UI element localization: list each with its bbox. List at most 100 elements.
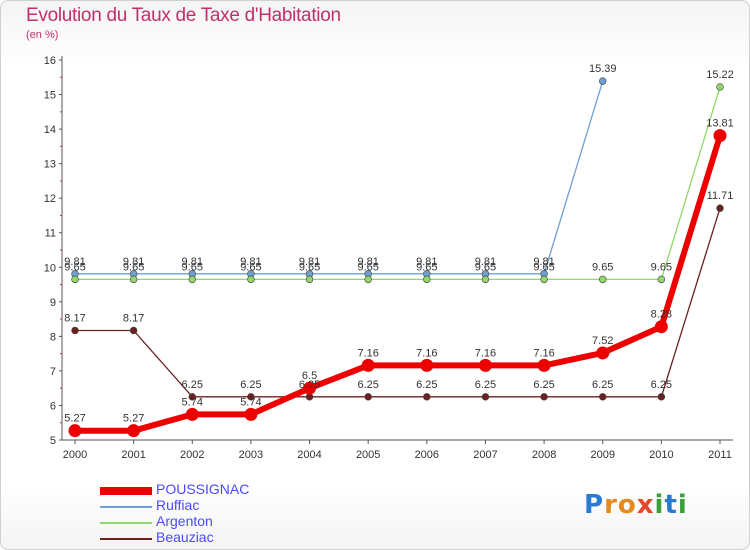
logo-letter: x — [636, 490, 655, 520]
x-tick-label: 2010 — [649, 449, 673, 461]
data-label: 9.65 — [299, 261, 320, 273]
data-label: 9.65 — [64, 261, 85, 273]
data-label: 9.65 — [651, 261, 672, 273]
data-label: 15.22 — [706, 69, 734, 81]
x-tick-label: 2003 — [239, 449, 263, 461]
data-point — [540, 275, 548, 284]
legend-swatch — [100, 522, 152, 524]
data-label: 6.25 — [475, 379, 496, 391]
data-label: 9.65 — [475, 261, 496, 273]
data-point — [481, 275, 490, 284]
data-point — [481, 393, 490, 401]
y-tick-label: 11 — [45, 228, 56, 240]
series-line-poussignac — [72, 132, 723, 434]
data-point — [599, 393, 607, 401]
series-line-argenton — [74, 86, 721, 281]
data-point — [188, 393, 196, 401]
data-point — [303, 381, 317, 395]
data-point — [71, 275, 79, 284]
legend-label: POUSSIGNAC — [156, 481, 250, 497]
data-point — [129, 326, 138, 335]
data-point — [599, 275, 607, 284]
data-point — [537, 358, 551, 372]
logo-letter: i — [654, 490, 665, 520]
data-label: 5.27 — [64, 413, 85, 425]
data-label: 5.74 — [240, 396, 261, 408]
data-label: 6.25 — [240, 379, 261, 391]
data-point — [247, 275, 255, 284]
legend-swatch — [100, 487, 152, 495]
data-label: 6.25 — [357, 379, 378, 391]
data-label: 9.81 — [357, 256, 378, 268]
data-point — [713, 129, 727, 143]
x-tick-label: 2009 — [590, 449, 614, 461]
data-point — [657, 275, 666, 284]
data-label: 6.25 — [651, 379, 672, 391]
data-point — [716, 83, 724, 91]
data-label: 7.16 — [533, 347, 554, 359]
data-point — [716, 204, 724, 212]
data-point — [364, 393, 372, 401]
legend-label: Argenton — [156, 513, 213, 529]
data-point — [364, 275, 372, 284]
x-tick-label: 2002 — [180, 449, 204, 461]
y-tick-label: 15 — [44, 90, 56, 102]
data-point — [244, 407, 258, 421]
data-label: 15.39 — [589, 63, 617, 75]
data-label: 9.81 — [123, 256, 144, 268]
y-tick-label: 10 — [44, 262, 56, 274]
data-label: 6.25 — [416, 379, 437, 391]
data-point — [68, 424, 82, 438]
data-point — [540, 393, 548, 401]
y-tick-label: 13 — [44, 159, 56, 171]
y-tick-label: 16 — [44, 55, 56, 67]
logo-letter: r — [604, 490, 618, 520]
data-point — [185, 407, 199, 421]
data-point — [305, 275, 314, 284]
data-label: 6.25 — [533, 379, 554, 391]
data-label: 9.65 — [123, 261, 144, 273]
data-label: 9.65 — [592, 261, 613, 273]
data-point — [420, 358, 434, 372]
data-label: 9.81 — [182, 256, 203, 268]
data-label: 9.81 — [240, 256, 261, 268]
logo-letter: i — [677, 490, 688, 520]
data-label: 8.28 — [651, 309, 672, 321]
data-point — [423, 393, 431, 401]
data-label: 6.25 — [182, 379, 203, 391]
data-point — [129, 275, 138, 284]
x-tick-label: 2001 — [121, 449, 145, 461]
legend-label: Beauziac — [156, 529, 214, 545]
data-label: 9.81 — [64, 256, 85, 268]
series-line-beauziac — [74, 207, 721, 398]
data-label: 9.65 — [533, 261, 554, 273]
x-tick-label: 2007 — [473, 449, 497, 461]
logo-letter: P — [584, 490, 605, 520]
x-tick-label: 2005 — [356, 449, 380, 461]
data-point — [596, 346, 610, 360]
y-tick-label: 7 — [50, 366, 56, 378]
x-tick-label: 2011 — [708, 449, 732, 461]
data-label: 6.25 — [592, 379, 613, 391]
legend-item-beauziac: Beauziac — [100, 529, 340, 548]
data-point — [478, 358, 492, 372]
legend-label: Ruffiac — [156, 497, 200, 513]
data-point — [71, 326, 79, 335]
x-tick-label: 2008 — [532, 449, 556, 461]
data-label: 6.25 — [299, 379, 320, 391]
data-label: 5.74 — [182, 396, 203, 408]
legend-swatch — [100, 538, 152, 540]
data-point — [657, 393, 666, 401]
legend-item-ruffiac: Ruffiac — [100, 497, 340, 516]
data-label: 11.71 — [707, 190, 734, 202]
x-tick-label: 2000 — [63, 449, 87, 461]
chart-subtitle: (en %) — [26, 29, 59, 41]
data-label: 9.81 — [299, 256, 320, 268]
data-label: 8.17 — [64, 312, 85, 324]
data-point — [599, 77, 607, 85]
data-point — [188, 275, 196, 284]
y-tick-label: 14 — [44, 124, 56, 136]
data-label: 9.81 — [416, 256, 437, 268]
